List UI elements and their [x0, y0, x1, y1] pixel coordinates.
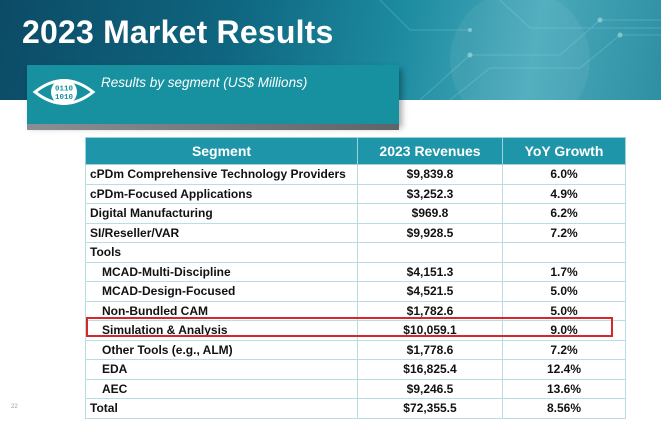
growth-cell: 7.2% [502, 222, 626, 243]
table-row: SI/Reseller/VAR $9,928.5 7.2% [85, 222, 626, 243]
growth-cell: 5.0% [502, 281, 626, 302]
revenue-cell: $9,928.5 [357, 222, 503, 243]
segment-cell: EDA [85, 359, 358, 380]
table-row-total: Total $72,355.5 8.56% [85, 398, 626, 419]
growth-cell: 9.0% [502, 320, 626, 341]
revenue-cell: $1,778.6 [357, 339, 503, 360]
segment-cell: cPDm-Focused Applications [85, 183, 358, 204]
circuit-background [379, 0, 661, 100]
table-row-tools-group: Tools [85, 242, 626, 263]
segment-cell: MCAD-Design-Focused [85, 281, 358, 302]
segment-cell: Digital Manufacturing [85, 203, 358, 224]
header-revenues: 2023 Revenues [357, 137, 503, 165]
table-header-row: Segment 2023 Revenues YoY Growth [85, 137, 626, 165]
table-row: Other Tools (e.g., ALM) $1,778.6 7.2% [85, 339, 626, 360]
revenue-cell: $9,246.5 [357, 378, 503, 399]
segment-cell: SI/Reseller/VAR [85, 222, 358, 243]
growth-cell: 5.0% [502, 300, 626, 321]
revenue-cell: $9,839.8 [357, 164, 503, 185]
table-row: cPDm-Focused Applications $3,252.3 4.9% [85, 183, 626, 204]
table-row: Digital Manufacturing $969.8 6.2% [85, 203, 626, 224]
segment-cell: MCAD-Multi-Discipline [85, 261, 358, 282]
results-table: Segment 2023 Revenues YoY Growth cPDm Co… [85, 137, 626, 419]
revenue-cell: $969.8 [357, 203, 503, 224]
segment-cell: Tools [85, 242, 358, 263]
revenue-cell: $3,252.3 [357, 183, 503, 204]
eye-binary-icon: 0110 1010 [32, 79, 96, 105]
revenue-cell: $1,782.6 [357, 300, 503, 321]
revenue-cell: $4,521.5 [357, 281, 503, 302]
revenue-cell: $72,355.5 [357, 398, 503, 419]
growth-cell: 1.7% [502, 261, 626, 282]
page-number: 22 [11, 404, 18, 410]
table-row: AEC $9,246.5 13.6% [85, 378, 626, 399]
growth-cell: 13.6% [502, 378, 626, 399]
growth-cell: 8.56% [502, 398, 626, 419]
segment-cell: Other Tools (e.g., ALM) [85, 339, 358, 360]
table-row: Non-Bundled CAM $1,782.6 5.0% [85, 300, 626, 321]
revenue-cell: $10,059.1 [357, 320, 503, 341]
growth-cell: 12.4% [502, 359, 626, 380]
segment-cell: Non-Bundled CAM [85, 300, 358, 321]
growth-cell [502, 242, 626, 263]
revenue-cell: $16,825.4 [357, 359, 503, 380]
growth-cell: 4.9% [502, 183, 626, 204]
revenue-cell: $4,151.3 [357, 261, 503, 282]
segment-cell: cPDm Comprehensive Technology Providers [85, 164, 358, 185]
segment-cell: Total [85, 398, 358, 419]
growth-cell: 7.2% [502, 339, 626, 360]
subtitle-bar: 0110 1010 Results by segment (US$ Millio… [27, 65, 399, 130]
header-segment: Segment [85, 137, 358, 165]
table-row-highlighted: Simulation & Analysis $10,059.1 9.0% [85, 320, 626, 341]
page-title: 2023 Market Results [22, 14, 334, 50]
table-row: cPDm Comprehensive Technology Providers … [85, 164, 626, 185]
revenue-cell [357, 242, 503, 263]
segment-cell: Simulation & Analysis [85, 320, 358, 341]
subtitle: Results by segment (US$ Millions) [101, 75, 308, 90]
table-row: EDA $16,825.4 12.4% [85, 359, 626, 380]
growth-cell: 6.2% [502, 203, 626, 224]
growth-cell: 6.0% [502, 164, 626, 185]
table-row: MCAD-Design-Focused $4,521.5 5.0% [85, 281, 626, 302]
segment-cell: AEC [85, 378, 358, 399]
header-growth: YoY Growth [502, 137, 626, 165]
table-row: MCAD-Multi-Discipline $4,151.3 1.7% [85, 261, 626, 282]
icon-digits-bottom: 1010 [55, 94, 74, 102]
icon-digits-top: 0110 [55, 86, 74, 94]
